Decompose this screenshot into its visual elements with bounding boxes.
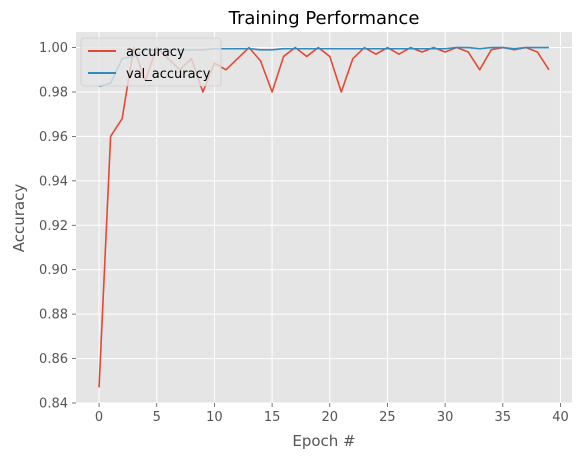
grid (76, 32, 572, 404)
y-tick-label: 0.88 (39, 308, 68, 323)
chart-title: Training Performance (228, 8, 420, 29)
x-tick-label: 35 (495, 410, 512, 425)
x-tick-label: 10 (206, 410, 223, 425)
x-axis: 0 5 10 15 20 25 30 35 40 (95, 403, 569, 425)
y-tick-label: 0.98 (39, 85, 68, 100)
x-tick-label: 5 (153, 410, 161, 425)
legend-label-val-accuracy: val_accuracy (126, 67, 211, 82)
y-axis: 0.84 0.86 0.88 0.90 0.92 0.94 0.96 0.98 1.00 (39, 41, 76, 412)
y-tick-label: 0.96 (39, 130, 68, 145)
y-tick-label: 1.00 (39, 41, 68, 56)
x-tick-label: 40 (552, 410, 569, 425)
x-tick-label: 20 (321, 410, 338, 425)
y-tick-label: 0.94 (39, 174, 68, 189)
y-tick-label: 0.86 (39, 352, 68, 367)
x-tick-label: 0 (95, 410, 103, 425)
y-tick-label: 0.84 (39, 397, 68, 412)
x-tick-label: 30 (437, 410, 454, 425)
legend-label-accuracy: accuracy (126, 45, 185, 60)
legend: accuracy val_accuracy (80, 37, 222, 87)
x-axis-label: Epoch # (292, 432, 355, 450)
plot-area (76, 32, 572, 403)
x-tick-label: 15 (264, 410, 281, 425)
y-tick-label: 0.92 (39, 219, 68, 234)
y-tick-label: 0.90 (39, 263, 68, 278)
y-axis-label: Accuracy (10, 184, 28, 253)
x-tick-label: 25 (379, 410, 396, 425)
